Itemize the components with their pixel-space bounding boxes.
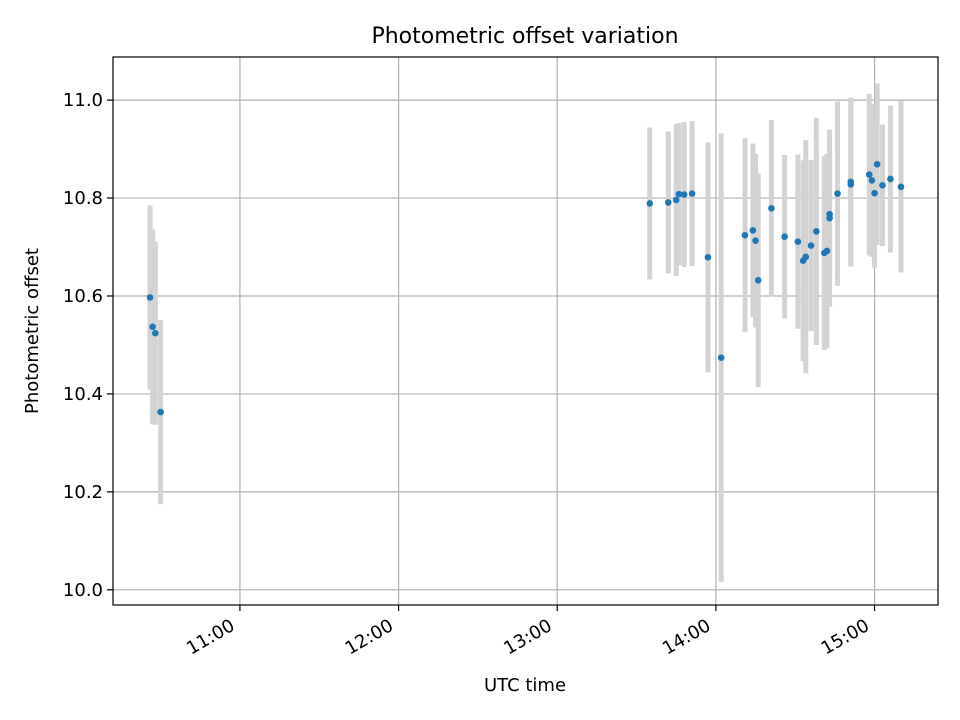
data-point [813,228,820,235]
y-tick-label: 10.8 [63,188,103,209]
data-point [749,227,757,234]
data-point [680,191,688,198]
data-point [781,233,788,241]
data-point [897,183,905,191]
data-point [873,160,881,168]
grid-layer [113,57,938,605]
data-point [826,214,833,222]
y-tick-label: 10.0 [63,580,103,601]
data-point-layer [146,160,905,416]
data-point [688,190,696,197]
data-point [752,237,759,244]
data-point [794,238,802,245]
x-axis-label: UTC time [484,675,566,696]
data-point [868,177,876,184]
data-point [717,354,725,361]
data-point [879,182,886,189]
y-axis-label: Photometric offset [22,248,43,414]
data-point [823,247,831,255]
data-point [871,189,878,197]
y-tick-label: 11.0 [63,90,103,111]
data-point [802,253,810,261]
data-point [675,190,683,198]
data-point [807,242,815,249]
data-point [887,175,894,183]
chart-title: Photometric offset variation [371,24,678,49]
y-tick-label: 10.2 [63,482,103,503]
data-point [865,171,873,178]
y-tick-label: 10.4 [63,384,103,405]
data-point [768,205,775,212]
data-point [741,231,749,239]
data-point [672,196,680,204]
data-point [149,323,156,331]
data-point [754,277,762,284]
data-point [834,190,841,197]
y-tick-label: 10.6 [63,286,103,307]
data-point [847,178,855,186]
data-point [664,199,672,206]
data-point [146,294,154,301]
plot-frame [112,56,939,606]
data-point [646,200,654,207]
data-point [152,329,159,337]
data-point [704,253,712,261]
data-point [157,408,164,416]
